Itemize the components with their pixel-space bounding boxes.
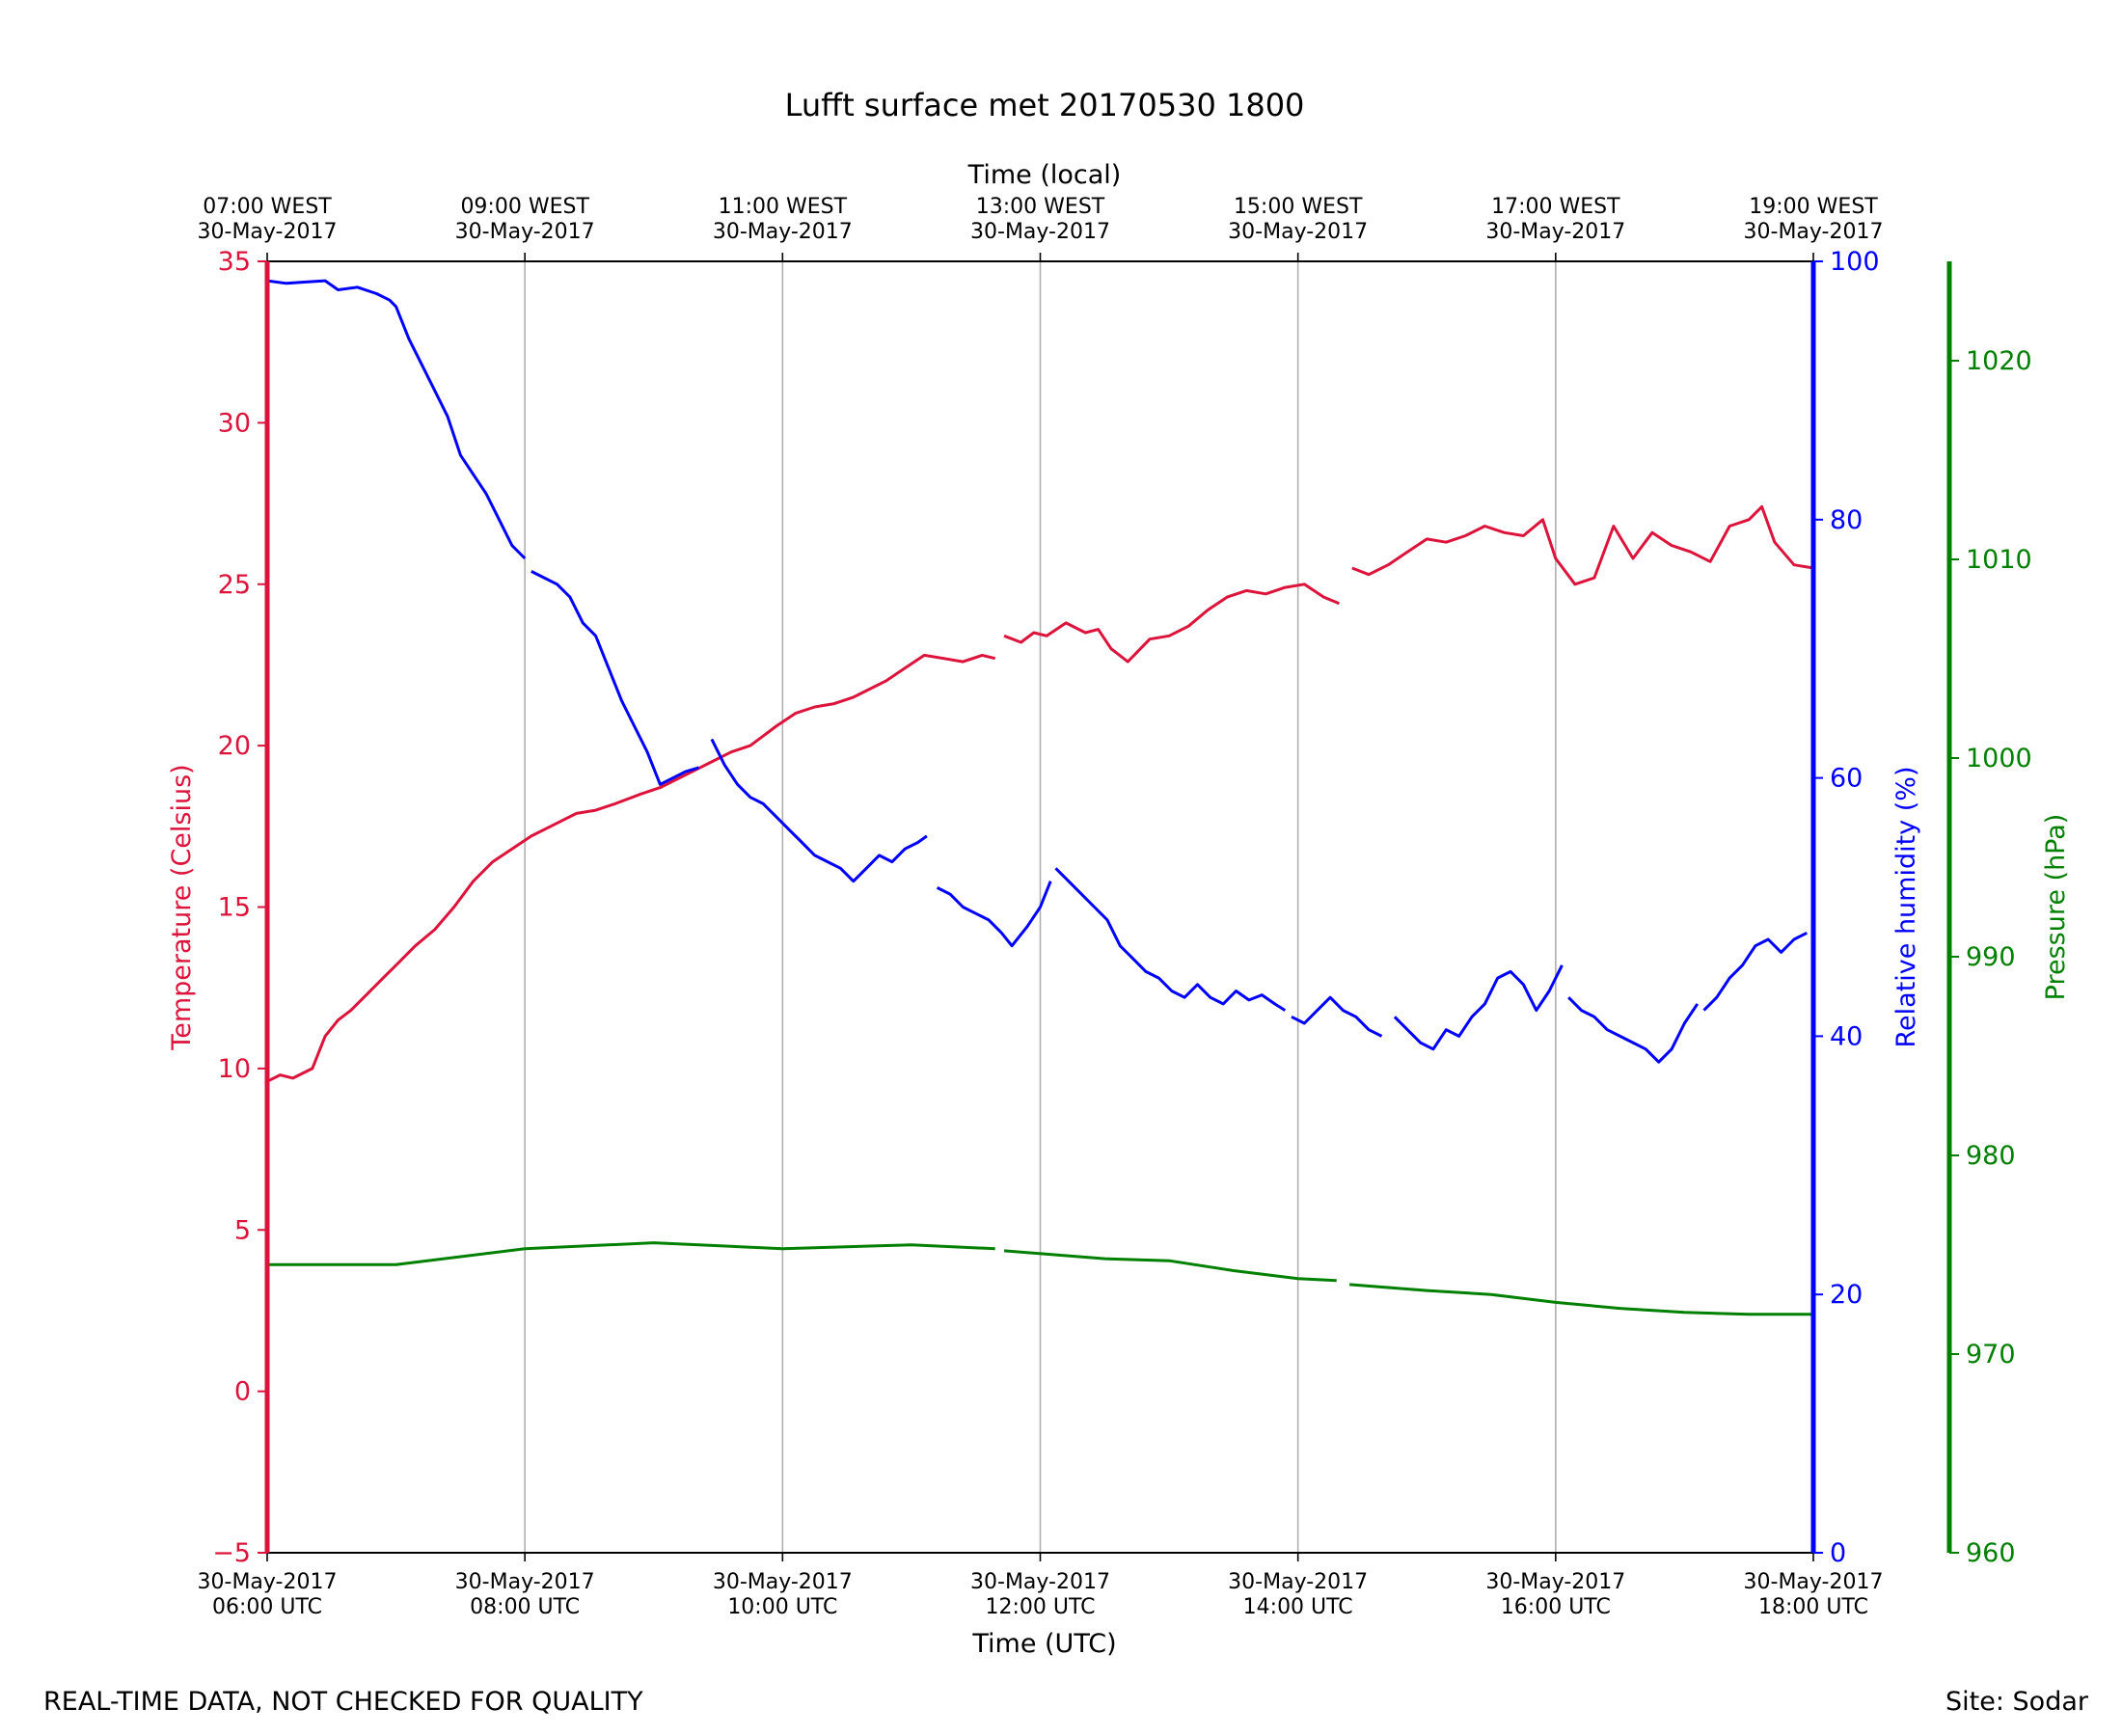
- chart-title: Lufft surface met 20170530 1800: [785, 87, 1305, 123]
- series-pres-line: [267, 1241, 995, 1266]
- x-tick-label: 30-May-2017: [1485, 1570, 1625, 1594]
- x-tick-label: 10:00 UTC: [727, 1595, 837, 1619]
- x-tick-label: 12:00 UTC: [985, 1595, 1095, 1619]
- series-pres-line: [1348, 1283, 1813, 1316]
- x-tick-label: 30-May-2017: [198, 1570, 338, 1594]
- y-tick-label-pres: 1000: [1966, 744, 2032, 773]
- y-axis-temp-label: Temperature (Celsius): [167, 764, 197, 1050]
- y-tick-label-pres: 1010: [1966, 545, 2032, 575]
- y-tick-label-rh: 20: [1830, 1280, 1863, 1310]
- y-tick-label-temp: 25: [218, 570, 251, 600]
- y-tick-label-temp: −5: [212, 1538, 251, 1568]
- x-axis-label: Time (UTC): [971, 1629, 1116, 1659]
- y-tick-label-pres: 970: [1966, 1340, 2016, 1370]
- x-tick-label: 18:00 UTC: [1758, 1595, 1868, 1619]
- x2-tick-label: 13:00 WEST: [976, 195, 1105, 219]
- series-temp-line: [1351, 504, 1814, 586]
- y-axis-pres-label: Pressure (hPa): [2041, 814, 2071, 1001]
- y-tick-label-temp: 15: [218, 893, 251, 923]
- x2-tick-label: 17:00 WEST: [1491, 195, 1620, 219]
- y-tick-label-temp: 10: [218, 1054, 251, 1084]
- y-tick-label-temp: 20: [218, 731, 251, 761]
- y-tick-label-rh: 0: [1830, 1538, 1846, 1568]
- y-tick-label-pres: 1020: [1966, 346, 2032, 376]
- x2-tick-label: 30-May-2017: [1228, 220, 1368, 244]
- series-pres-line: [1003, 1249, 1337, 1283]
- x2-tick-label: 30-May-2017: [970, 220, 1110, 244]
- series-rh-line: [1054, 867, 1287, 1012]
- x2-tick-label: 19:00 WEST: [1749, 195, 1878, 219]
- y-tick-label-rh: 60: [1830, 764, 1863, 794]
- series-rh-line: [266, 279, 527, 560]
- series-rh-line: [1291, 995, 1383, 1038]
- x-tick-label: 30-May-2017: [1228, 1570, 1368, 1594]
- y-tick-label-temp: 0: [234, 1377, 251, 1407]
- series-temp-line: [266, 653, 996, 1083]
- y-tick-label-temp: 30: [218, 408, 251, 438]
- footnote-right: Site: Sodar: [1945, 1687, 2089, 1717]
- x2-tick-label: 09:00 WEST: [460, 195, 589, 219]
- x-tick-label: 08:00 UTC: [470, 1595, 580, 1619]
- x-tick-label: 30-May-2017: [713, 1570, 853, 1594]
- y-tick-label-rh: 100: [1830, 247, 1880, 277]
- x-tick-label: 14:00 UTC: [1243, 1595, 1353, 1619]
- x-tick-label: 30-May-2017: [455, 1570, 595, 1594]
- x2-tick-label: 30-May-2017: [1744, 220, 1884, 244]
- series-rh-line: [1702, 931, 1808, 1012]
- y-tick-label-pres: 980: [1966, 1141, 2016, 1171]
- x-tick-label: 16:00 UTC: [1501, 1595, 1611, 1619]
- series-rh-line: [710, 738, 928, 883]
- series-rh-line: [530, 570, 699, 786]
- series-rh-line: [1567, 996, 1700, 1064]
- x-tick-label: 06:00 UTC: [212, 1595, 322, 1619]
- y-tick-label-temp: 35: [218, 247, 251, 277]
- x2-tick-label: 30-May-2017: [198, 220, 338, 244]
- series-rh-line: [936, 881, 1052, 948]
- series-rh-line: [1393, 964, 1564, 1051]
- x2-tick-label: 07:00 WEST: [203, 195, 332, 219]
- x-tick-label: 30-May-2017: [1744, 1570, 1884, 1594]
- series-temp-line: [1003, 583, 1340, 664]
- x2-tick-label: 11:00 WEST: [719, 195, 848, 219]
- y-tick-label-rh: 80: [1830, 505, 1863, 535]
- y-tick-label-rh: 40: [1830, 1021, 1863, 1051]
- x2-axis-label: Time (local): [967, 160, 1122, 190]
- x2-tick-label: 30-May-2017: [1485, 220, 1625, 244]
- x2-tick-label: 30-May-2017: [455, 220, 595, 244]
- footnote-left: REAL-TIME DATA, NOT CHECKED FOR QUALITY: [43, 1687, 643, 1717]
- x2-tick-label: 30-May-2017: [713, 220, 853, 244]
- x-tick-label: 30-May-2017: [970, 1570, 1110, 1594]
- y-tick-label-temp: 5: [234, 1215, 251, 1245]
- x2-tick-label: 15:00 WEST: [1234, 195, 1363, 219]
- y-axis-rh-label: Relative humidity (%): [1891, 766, 1921, 1047]
- y-tick-label-pres: 960: [1966, 1538, 2016, 1568]
- series-lines: [266, 279, 1814, 1316]
- y-tick-label-pres: 990: [1966, 942, 2016, 972]
